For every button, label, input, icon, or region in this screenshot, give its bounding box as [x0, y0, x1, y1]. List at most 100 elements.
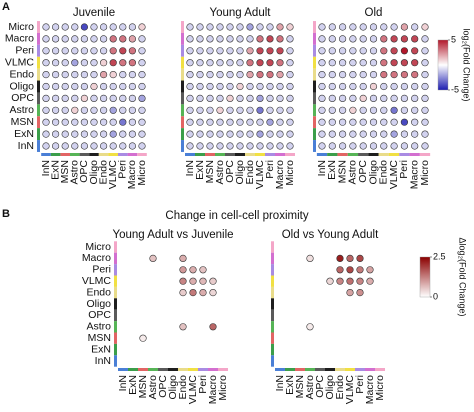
column-color-stripe — [327, 153, 338, 156]
row-color-stripe — [271, 332, 274, 344]
dot — [369, 82, 378, 91]
dot — [71, 59, 79, 67]
dot — [179, 277, 187, 285]
dot — [369, 94, 378, 102]
dot — [286, 70, 294, 79]
row-color-stripe — [114, 343, 117, 356]
dot — [390, 118, 398, 126]
column-label: MSN — [294, 375, 306, 398]
dot — [90, 118, 98, 126]
dot — [369, 59, 378, 67]
column-color-stripe — [195, 153, 205, 156]
dot — [318, 47, 326, 55]
column-color-stripe — [235, 153, 245, 156]
dot — [246, 94, 254, 102]
dot — [359, 47, 367, 55]
column-label: Peri — [354, 375, 366, 394]
column-label: Astro — [214, 160, 226, 185]
dot — [346, 266, 354, 274]
dot — [318, 142, 326, 150]
dot — [380, 47, 388, 55]
dot — [186, 106, 194, 114]
column-color-stripe — [41, 153, 51, 156]
dot — [196, 35, 204, 43]
dot — [216, 118, 224, 126]
dot — [206, 59, 214, 67]
dot — [199, 277, 207, 285]
dot — [90, 35, 98, 43]
column-label: Oligo — [234, 160, 246, 185]
dot — [421, 94, 429, 102]
column-label: Peri — [117, 160, 129, 179]
dot — [276, 47, 284, 55]
column-label: InN — [40, 160, 52, 176]
chart-title: Young Adult — [210, 7, 272, 19]
dot — [138, 142, 146, 150]
dot — [266, 59, 274, 67]
dot — [71, 35, 79, 43]
row-color-stripe — [181, 128, 184, 141]
column-color-stripe — [178, 368, 188, 371]
dot — [196, 118, 204, 126]
column-label: Oligo — [167, 375, 179, 400]
dot — [349, 47, 357, 55]
dot — [128, 118, 136, 126]
dot — [236, 59, 244, 67]
row-color-stripe — [37, 140, 40, 152]
column-label: OPC — [357, 160, 369, 183]
column-label: Macro — [274, 160, 286, 189]
dot — [359, 23, 367, 31]
dot — [90, 142, 98, 150]
dot — [119, 59, 127, 67]
dot — [400, 59, 409, 67]
row-color-stripe — [37, 128, 40, 141]
dot — [411, 130, 419, 138]
column-label: Oligo — [324, 375, 336, 400]
dot — [226, 94, 234, 102]
column-label: ExN — [194, 160, 206, 180]
dot — [71, 130, 79, 138]
dot — [196, 70, 204, 79]
dot — [119, 94, 127, 102]
dot — [390, 47, 398, 55]
column-label: Endo — [334, 375, 346, 400]
dot — [421, 59, 429, 67]
column-color-stripe — [255, 153, 265, 156]
row-color-stripe — [271, 309, 274, 322]
dot — [390, 70, 398, 79]
dot — [186, 118, 194, 126]
column-color-stripe — [265, 153, 275, 156]
dot — [346, 254, 354, 262]
dot — [206, 130, 214, 138]
colorbar — [437, 39, 449, 91]
column-color-stripe — [358, 153, 369, 156]
row-color-stripe — [271, 264, 274, 276]
dot — [80, 23, 88, 31]
dot — [42, 82, 50, 91]
dot — [71, 94, 79, 102]
row-color-stripe — [181, 44, 184, 57]
row-color-stripe — [37, 68, 40, 81]
dot — [71, 142, 79, 150]
dot — [186, 130, 194, 138]
dot — [119, 35, 127, 43]
dot — [318, 106, 326, 114]
dot — [216, 142, 224, 150]
dot — [128, 35, 136, 43]
dot — [400, 130, 409, 138]
dot — [276, 118, 284, 126]
dot — [318, 23, 326, 31]
dot — [216, 59, 224, 67]
dot — [138, 94, 146, 102]
dot — [256, 59, 264, 67]
dot — [80, 142, 88, 150]
dot — [421, 47, 429, 55]
dot — [359, 142, 367, 150]
dot — [216, 130, 224, 138]
dot — [380, 130, 388, 138]
dot — [99, 35, 108, 43]
dot — [80, 35, 88, 43]
dot — [71, 70, 79, 79]
dot — [328, 70, 336, 79]
column-color-stripe — [50, 153, 61, 156]
